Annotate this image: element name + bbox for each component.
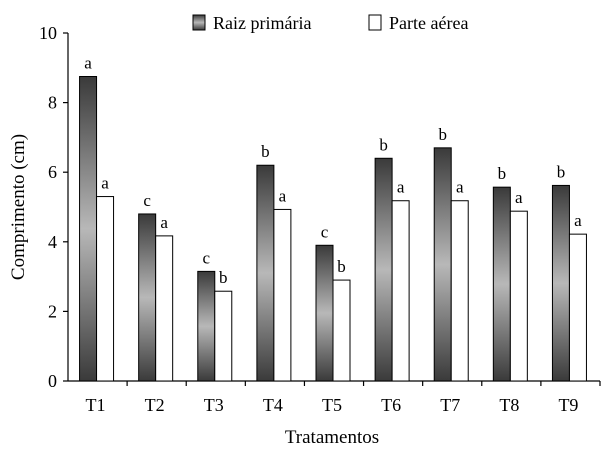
y-tick-label: 2	[48, 301, 57, 321]
x-tick-label: T9	[558, 395, 578, 415]
y-tick-label: 10	[39, 23, 57, 43]
data-label: b	[498, 164, 507, 183]
bar-parte	[273, 208, 292, 382]
bar-raiz	[551, 184, 570, 382]
bar-raiz	[374, 157, 393, 382]
x-axis-title: Tratamentos	[285, 427, 379, 448]
bar-parte	[96, 196, 115, 382]
data-label: b	[219, 268, 228, 287]
y-tick-label: 6	[48, 162, 57, 182]
x-tick-label: T1	[86, 395, 106, 415]
data-label: a	[279, 186, 287, 205]
legend-swatch-raiz	[192, 14, 206, 31]
data-label: c	[143, 191, 151, 210]
bar-parte	[332, 279, 351, 382]
data-label: a	[101, 174, 109, 193]
x-tick-label: T6	[381, 395, 401, 415]
data-label: b	[379, 135, 388, 154]
data-label: a	[160, 213, 168, 232]
x-tick-label: T7	[440, 395, 460, 415]
data-label: a	[574, 211, 582, 230]
y-tick-label: 8	[48, 93, 57, 113]
data-label: a	[456, 178, 464, 197]
x-tick-label: T3	[204, 395, 224, 415]
y-tick-label: 4	[48, 232, 57, 252]
legend-label-raiz: Raiz primária	[213, 13, 311, 33]
bar-parte	[509, 210, 528, 382]
bar-raiz	[492, 186, 511, 382]
legend-swatch-parte	[368, 14, 382, 31]
legend: Raiz primária Parte aérea	[192, 13, 468, 33]
data-label: b	[261, 142, 270, 161]
data-label: c	[203, 248, 211, 267]
x-tick-label: T5	[322, 395, 342, 415]
x-tick-label: T8	[499, 395, 519, 415]
x-tick-label: T2	[145, 395, 165, 415]
bar-raiz	[197, 270, 216, 382]
y-axis-title: Comprimento (cm)	[8, 134, 29, 280]
legend-label-parte: Parte aérea	[389, 13, 468, 33]
data-label: a	[515, 188, 523, 207]
bar-parte	[214, 290, 233, 382]
bar-parte	[155, 235, 174, 382]
bar-raiz	[433, 147, 452, 382]
y-tick-label: 0	[48, 371, 57, 391]
data-label: a	[84, 54, 92, 73]
data-label: a	[397, 178, 405, 197]
bar-parte	[568, 233, 587, 382]
bar-parte	[450, 200, 469, 382]
data-label: b	[438, 125, 447, 144]
bars	[79, 76, 587, 382]
data-label: c	[321, 222, 329, 241]
data-label: b	[337, 257, 346, 276]
bar-parte	[391, 200, 410, 382]
bar-raiz	[138, 213, 157, 382]
axes: 0 2 4 6 8 10 T1 T2 T3 T4 T5 T6 T7 T8 T9	[39, 23, 601, 415]
bar-raiz	[315, 244, 334, 382]
bar-raiz	[256, 164, 275, 382]
x-tick-label: T4	[263, 395, 283, 415]
bar-raiz	[79, 76, 98, 382]
data-label: b	[557, 162, 566, 181]
